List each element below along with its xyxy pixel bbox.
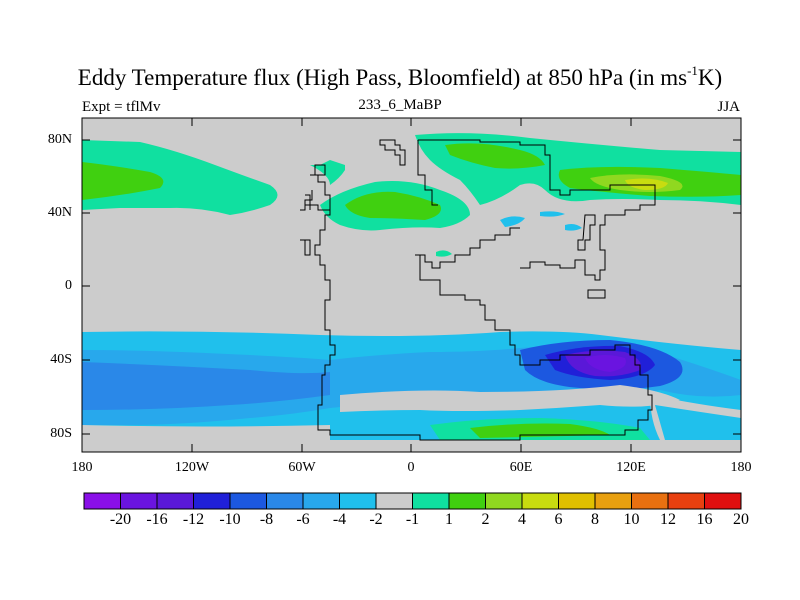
colorbar-label: 1 [445,511,453,528]
x-tick-label-0: 0 [407,460,415,475]
y-tick-marks [82,139,741,435]
colorbar-swatch [339,492,377,510]
x-tick-label-180w: 180 [71,460,93,475]
colorbar-label: -10 [219,511,241,528]
colorbar-label: 2 [481,511,490,528]
sh-antarctic-green [470,423,610,438]
africa-outline [335,227,653,441]
colorbar [83,492,742,510]
season-label: JJA [717,99,740,115]
sh-band-midblue [82,362,330,410]
colorbar-swatch [558,492,596,510]
colorbar-swatch [667,492,705,510]
colorbar-label: -6 [296,511,310,528]
nh-patch-teal [436,250,452,257]
colorbar-label: 20 [733,511,749,528]
nh-asia-green [445,143,545,169]
y-tick-label-40n: 40N [47,205,72,220]
x-tick-label-60e: 60E [509,460,533,475]
sh-gray-gap2 [400,397,425,405]
greenland-outline [379,139,406,166]
colorbar-label: -20 [109,511,132,528]
colorbar-label: 16 [696,511,713,528]
y-tick-label-80n: 80N [47,132,72,147]
colorbar-swatch [412,492,450,510]
sh-pacific-blue [655,405,741,440]
colorbar-swatch [193,492,231,510]
north-atlantic-outline [305,164,326,210]
nh-europe-green [345,191,441,220]
colorbar-swatch [704,492,742,510]
colorbar-swatch [485,492,523,510]
colorbar-label: -1 [405,511,420,528]
x-tick-label-120e: 120E [616,460,646,475]
colorbar-label: -4 [332,511,347,528]
y-tick-label-80s: 80S [50,426,72,441]
colorbar-label: -16 [146,511,168,528]
x-tick-label-60w: 60W [288,460,316,475]
nh-patch-cyan [540,211,565,217]
y-tick-label-eq: 0 [65,278,72,293]
plot-title: Eddy Temperature flux (High Pass, Bloomf… [77,63,723,90]
colorbar-swatch [229,492,267,510]
colorbar-label: -8 [259,511,274,528]
x-tick-label-180e: 180 [730,460,752,475]
x-tick-marks [81,118,742,452]
sh-indian-violet [585,355,626,372]
colorbar-swatch [302,492,340,510]
nh-band-west [82,140,278,215]
run-label: 233_6_MaBP [358,97,442,113]
colorbar-swatch [156,492,194,510]
colorbar-swatch [448,492,486,510]
colorbar-swatch [594,492,632,510]
eurasia-outline [418,139,656,281]
colorbar-swatch [266,492,304,510]
nh-patch-cyan2 [565,224,582,231]
colorbar-label: -12 [182,511,205,528]
colorbar-label: -2 [369,511,383,528]
experiment-label: Expt = tflMv [82,99,161,115]
colorbar-label: 10 [623,511,640,528]
sh-gray-gap [340,385,680,412]
nh-north-atlantic [310,160,345,185]
nh-patch-blue [500,216,525,227]
colorbar-label: 6 [554,511,563,528]
nh-pacific-yellow [625,178,668,190]
sh-gray-bottom [82,425,330,440]
colorbar-swatch [120,492,158,510]
colorbar-swatch [521,492,559,510]
colorbar-swatch [83,492,121,510]
asia-inner-outline [577,214,606,299]
europe-coast-outline [415,140,450,269]
colorbar-swatch [375,492,413,510]
x-tick-label-120w: 120W [174,460,210,475]
nh-green-west [82,162,164,200]
y-tick-label-40s: 40S [50,352,72,367]
colorbar-label: 4 [518,511,526,528]
colorbar-label: 8 [591,511,599,528]
colorbar-label: 12 [660,511,676,528]
americas-outline [300,204,336,436]
colorbar-swatch [631,492,669,510]
